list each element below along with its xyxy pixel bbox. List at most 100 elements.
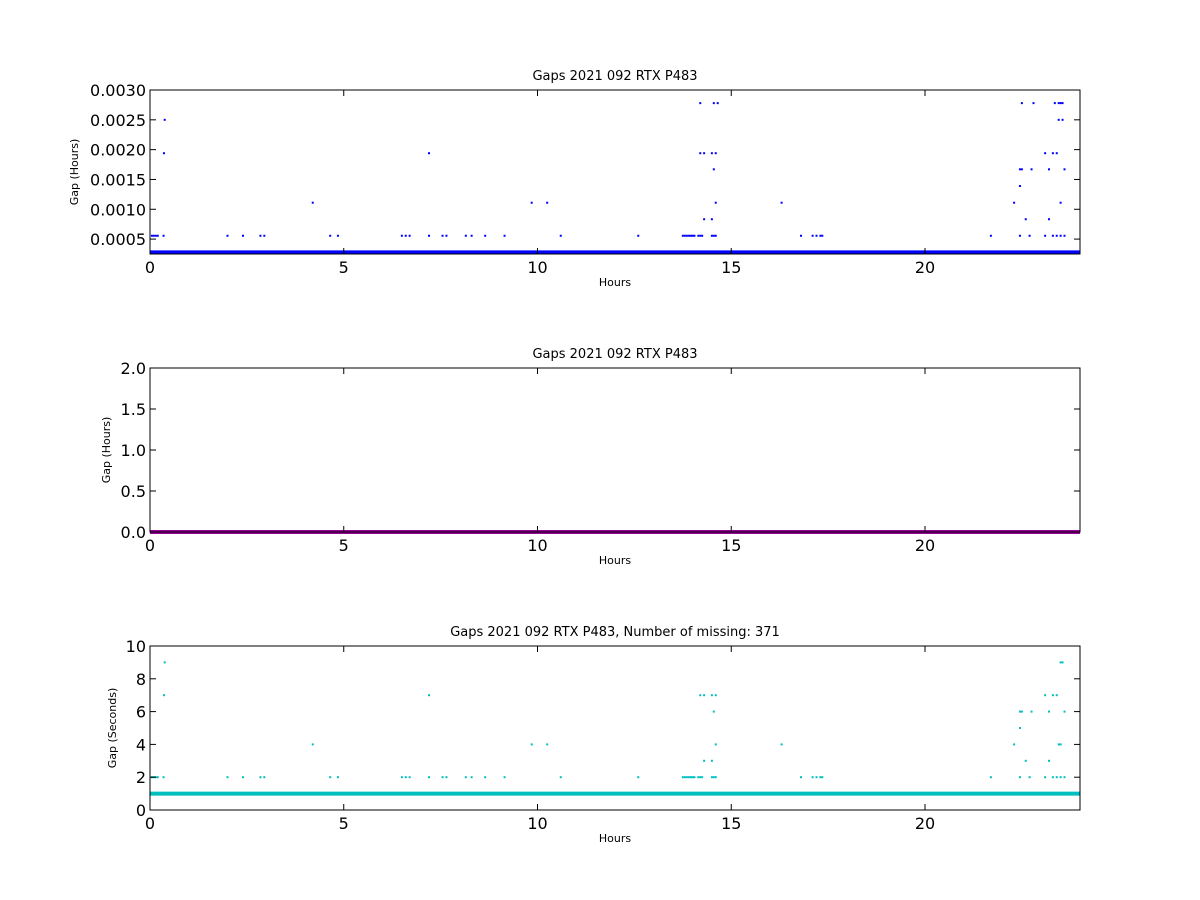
data-point: [1048, 218, 1050, 221]
data-point: [1055, 234, 1058, 237]
x-tick-label: 15: [721, 258, 741, 277]
data-point: [1055, 776, 1058, 779]
data-point: [152, 234, 155, 237]
data-point: [712, 168, 715, 171]
x-tick-label: 20: [915, 536, 935, 555]
y-tick-label: 4: [136, 735, 146, 754]
data-point: [716, 102, 719, 105]
data-point: [1028, 776, 1031, 779]
data-point: [1059, 201, 1062, 204]
data-point: [1044, 152, 1047, 155]
data-point: [428, 694, 430, 697]
data-point: [1013, 201, 1016, 204]
data-point: [162, 776, 165, 779]
data-point: [710, 694, 713, 697]
plot-frame: [149, 645, 1081, 811]
data-point: [530, 201, 533, 204]
data-point: [637, 776, 640, 779]
data-point: [687, 776, 690, 779]
data-point: [445, 776, 448, 779]
data-point: [1020, 710, 1023, 713]
x-tick-label: 10: [527, 814, 547, 833]
data-point: [428, 776, 430, 779]
data-point: [821, 234, 824, 237]
data-point: [1053, 102, 1056, 105]
data-point: [687, 234, 690, 237]
data-point: [703, 694, 706, 697]
data-point: [484, 776, 487, 779]
data-point: [710, 152, 713, 155]
x-tick-label: 0: [145, 258, 155, 277]
subplot-1: 0 5 10 15 20 0.0005 0.0010 0.0015 0.0020 0.0025 0.…: [68, 69, 1081, 289]
data-point: [1018, 168, 1021, 171]
data-point: [242, 776, 244, 779]
data-point: [1018, 234, 1021, 237]
data-point: [1063, 168, 1066, 171]
data-point: [811, 234, 814, 237]
data-point: [400, 776, 403, 779]
data-point: [1059, 234, 1062, 237]
data-point: [559, 776, 562, 779]
data-point: [404, 234, 407, 237]
x-axis-label: Hours: [599, 276, 631, 289]
data-point: [699, 776, 702, 779]
data-point: [699, 234, 702, 237]
data-point: [712, 776, 715, 779]
x-tick-label: 5: [339, 258, 349, 277]
data-point: [681, 776, 684, 779]
data-point: [1057, 743, 1060, 746]
data-point: [329, 776, 332, 779]
data-point: [1048, 710, 1050, 713]
data-point: [1044, 694, 1047, 697]
data-point: [693, 234, 696, 237]
data-point: [163, 661, 166, 664]
data-point: [712, 710, 715, 713]
data-point: [691, 776, 694, 779]
y-tick-label: 2: [136, 768, 146, 787]
data-point: [546, 201, 549, 204]
data-point: [710, 776, 713, 779]
data-point: [1024, 218, 1027, 221]
data-point: [1059, 102, 1062, 105]
y-axis-label: Gap (Hours): [100, 417, 113, 484]
x-tick-label: 15: [721, 536, 741, 555]
y-tick-label: 2.0: [121, 359, 146, 378]
data-point: [699, 102, 702, 105]
data-point: [780, 743, 783, 746]
data-point: [714, 694, 717, 697]
data-point: [710, 234, 713, 237]
data-point: [681, 234, 684, 237]
y-tick-label: 0.0: [121, 523, 146, 542]
data-point: [712, 102, 715, 105]
data-point: [559, 234, 562, 237]
data-point: [1055, 694, 1058, 697]
x-tick-label: 10: [527, 536, 547, 555]
data-point: [989, 234, 992, 237]
data-point: [1018, 710, 1021, 713]
data-point: [1057, 102, 1060, 105]
y-axis-label: Gap (Seconds): [106, 688, 119, 769]
data-point: [703, 759, 706, 762]
x-tick-label: 20: [915, 258, 935, 277]
data-point: [714, 152, 717, 155]
data-point: [1024, 759, 1027, 762]
data-point: [408, 234, 411, 237]
data-point: [1059, 776, 1062, 779]
data-point: [1051, 776, 1054, 779]
data-point: [714, 201, 717, 204]
data-point: [1063, 234, 1066, 237]
data-point: [780, 201, 783, 204]
data-point: [1063, 776, 1066, 779]
y-tick-label: 0.5: [121, 482, 146, 501]
data-point: [712, 234, 715, 237]
y-tick-label: 6: [136, 703, 146, 722]
data-point: [546, 743, 549, 746]
data-point: [226, 234, 229, 237]
data-point: [163, 118, 166, 121]
data-point: [445, 234, 448, 237]
data-point: [800, 234, 802, 237]
data-point: [1057, 118, 1060, 121]
data-point: [1020, 102, 1023, 105]
data-point: [710, 759, 713, 762]
